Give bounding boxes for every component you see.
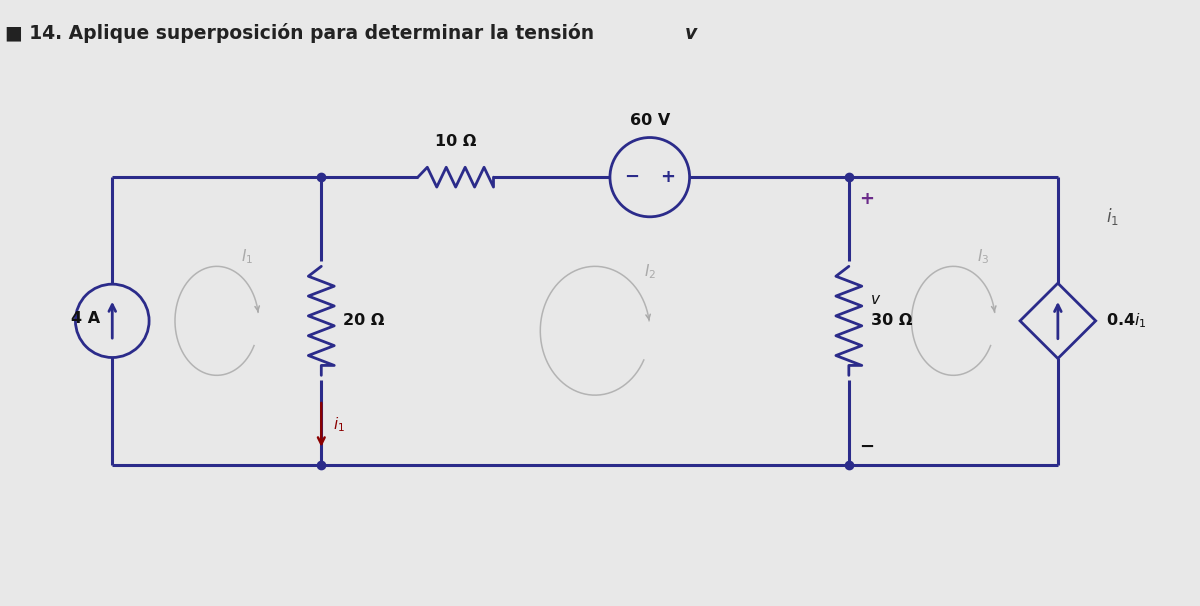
Text: 0.4$i_1$: 0.4$i_1$ <box>1105 311 1146 330</box>
Text: 10 Ω: 10 Ω <box>434 135 476 150</box>
Text: −: − <box>859 438 874 456</box>
Text: $I_1$: $I_1$ <box>240 248 253 267</box>
Text: $I_3$: $I_3$ <box>977 248 990 267</box>
Text: v: v <box>685 24 697 43</box>
Text: +: + <box>859 190 874 208</box>
Text: 60 V: 60 V <box>630 113 670 128</box>
Text: 4 A: 4 A <box>71 311 101 327</box>
Text: −: − <box>624 168 640 186</box>
Text: ■ 14. Aplique superposición para determinar la tensión: ■ 14. Aplique superposición para determi… <box>5 24 600 44</box>
Text: 20 Ω: 20 Ω <box>343 313 385 328</box>
Text: 30 Ω: 30 Ω <box>871 313 912 328</box>
Text: $I_2$: $I_2$ <box>643 262 656 281</box>
Text: v: v <box>871 291 880 307</box>
Text: $i_1$: $i_1$ <box>1105 206 1118 227</box>
Text: +: + <box>660 168 676 186</box>
Text: $i_1$: $i_1$ <box>334 416 346 435</box>
